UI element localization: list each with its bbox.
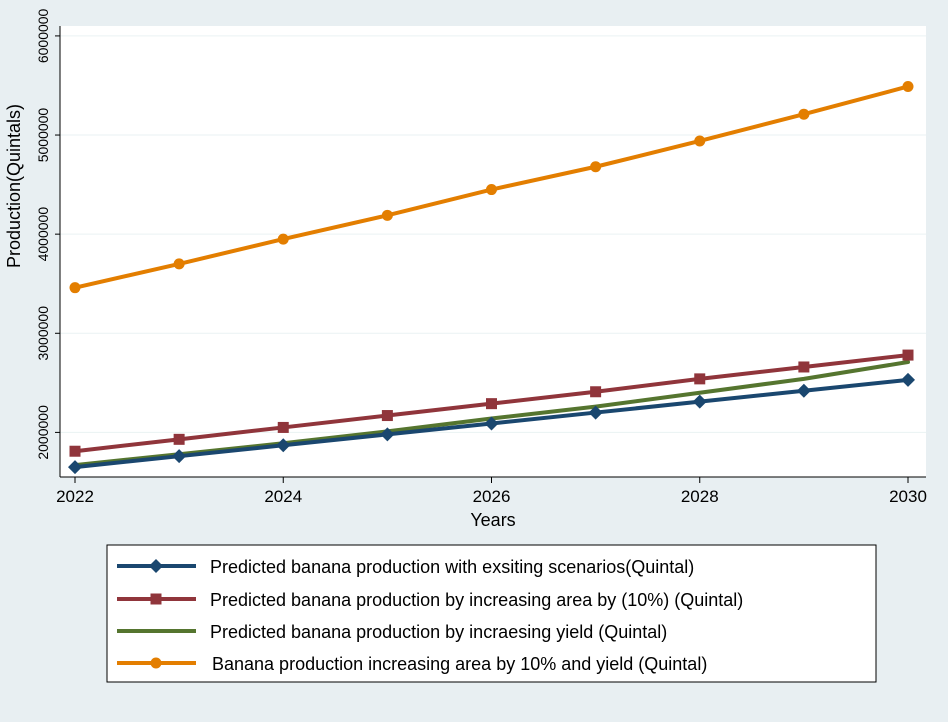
y-tick-label: 5000000: [35, 108, 51, 163]
y-tick-label: 3000000: [35, 306, 51, 361]
x-tick-label: 2026: [473, 487, 511, 506]
legend-label: Banana production increasing area by 10%…: [212, 654, 707, 674]
data-point: [590, 386, 602, 398]
data-point: [901, 372, 915, 387]
series-group: [69, 349, 914, 457]
data-point: [694, 135, 706, 147]
data-point: [902, 80, 914, 92]
legend-label: Predicted banana production by increasin…: [210, 590, 743, 610]
legend-item: Predicted banana production by incraesin…: [117, 622, 667, 642]
legend-item: Banana production increasing area by 10%…: [117, 654, 707, 674]
x-axis-title: Years: [470, 510, 515, 530]
x-tick-label: 2028: [681, 487, 719, 506]
axes: 2000000 3000000 4000000 5000000 6000000 2022 2…: [35, 8, 927, 506]
plot-area: [60, 26, 926, 477]
data-point: [173, 433, 185, 445]
data-point: [902, 349, 914, 361]
legend-label: Predicted banana production by incraesin…: [210, 622, 667, 642]
x-tick-label: 2024: [264, 487, 302, 506]
legend-item: Predicted banana production with exsitin…: [117, 557, 694, 577]
legend-box: [106, 544, 877, 683]
data-point: [276, 438, 291, 453]
data-point: [68, 460, 82, 475]
series-lines: [68, 80, 915, 475]
data-point: [277, 421, 289, 433]
data-point: [486, 184, 497, 196]
legend-label: Predicted banana production with exsitin…: [210, 557, 694, 577]
data-point: [381, 410, 393, 422]
x-tick-label: 2030: [889, 487, 927, 506]
legend-swatch-marker: [150, 657, 162, 669]
data-point: [172, 449, 187, 464]
data-point: [798, 361, 810, 373]
data-point: [277, 233, 289, 245]
legend-swatch-marker: [150, 593, 162, 605]
legend-swatch-marker: [149, 559, 163, 573]
y-axis-title: Production(Quintals): [4, 104, 24, 268]
y-tick-label: 6000000: [35, 8, 51, 63]
legend-item: Predicted banana production by increasin…: [117, 590, 743, 610]
data-point: [588, 405, 603, 420]
series-group: [68, 372, 915, 475]
x-tick-label: 2022: [56, 487, 94, 506]
data-point: [796, 383, 811, 398]
data-point: [484, 416, 499, 431]
data-point: [692, 394, 707, 409]
data-point: [69, 282, 81, 294]
data-point: [486, 398, 497, 410]
data-point: [694, 373, 706, 385]
gridlines: [60, 35, 926, 433]
series-group: [69, 80, 914, 294]
y-tick-label: 2000000: [35, 405, 51, 460]
data-point: [381, 209, 393, 221]
data-point: [590, 161, 602, 173]
data-point: [69, 445, 81, 457]
data-point: [798, 108, 810, 120]
y-tick-label: 4000000: [35, 207, 51, 262]
data-point: [173, 258, 185, 270]
legend: Predicted banana production with exsitin…: [106, 544, 877, 683]
data-point: [380, 427, 395, 442]
